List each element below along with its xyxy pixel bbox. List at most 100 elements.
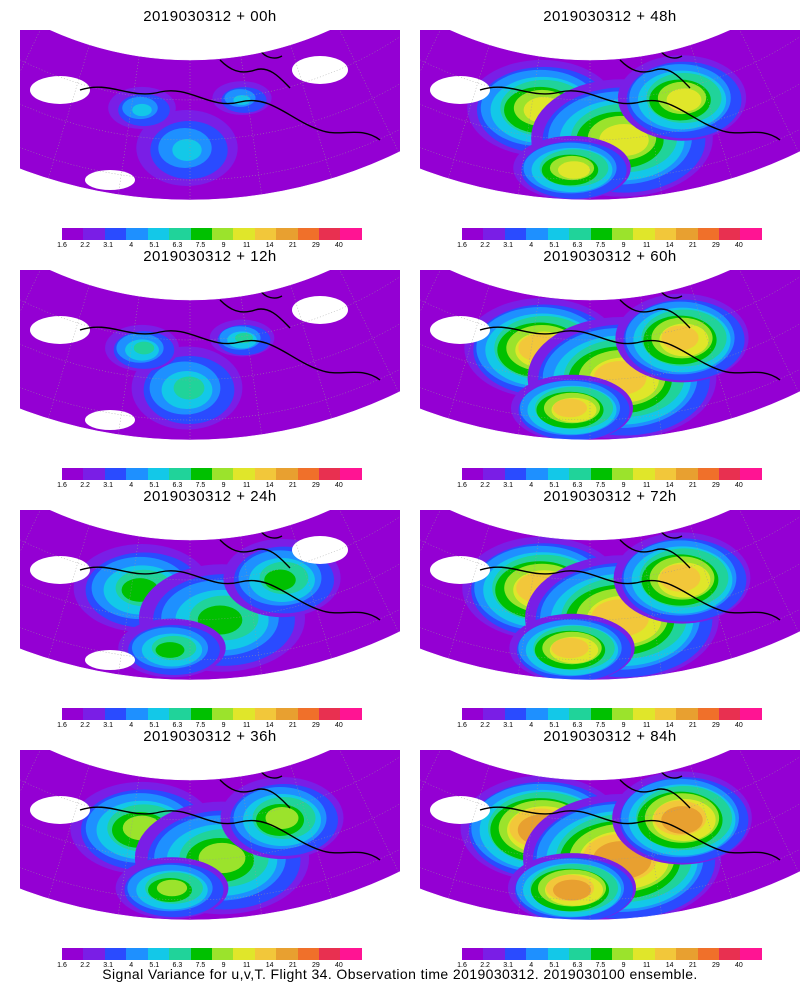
contour-fill xyxy=(265,807,299,829)
colorbar-swatch xyxy=(169,948,191,960)
meridian-line xyxy=(690,44,733,179)
map-panel: 2019030312 + 00h 1.6 2.2 3.1 4 5.1 6.3 7.5 9 11 14… xyxy=(20,8,400,258)
colorbar-tick-label: 29 xyxy=(711,482,720,489)
colorbar-tick-label: 9 xyxy=(621,962,626,969)
colorbar-tick-label: 7.5 xyxy=(595,962,606,969)
colorbar-tick-label: 2.2 xyxy=(80,242,90,249)
variance-map xyxy=(420,510,800,681)
map-outline xyxy=(20,750,400,921)
colorbar-swatch xyxy=(190,708,212,720)
colorbar-swatch xyxy=(654,468,677,480)
colorbar xyxy=(462,708,762,720)
colorbar-tick-label: 4 xyxy=(129,242,134,249)
parallel-line xyxy=(420,541,800,621)
colorbar-swatch xyxy=(569,948,591,960)
contour-fill xyxy=(659,564,701,592)
colorbar xyxy=(62,228,362,240)
map-outline xyxy=(20,510,400,681)
colorbar-swatch xyxy=(719,708,741,720)
colorbar-swatch xyxy=(62,708,84,720)
colorbar-tick-label: 3.1 xyxy=(503,962,514,969)
colorbar-ticks: 1.6 2.2 3.1 4 5.1 6.3 7.5 9 11 14 21 29 40 xyxy=(457,242,762,252)
colorbar-tick-label: 9 xyxy=(621,482,626,489)
colorbar-swatch xyxy=(233,228,255,240)
colorbar-swatch xyxy=(169,468,191,480)
colorbar-swatch xyxy=(483,228,505,240)
colorbar-tick-label: 6.3 xyxy=(172,962,183,969)
colorbar-tick-label: 11 xyxy=(242,722,251,729)
no-data-region xyxy=(85,170,135,190)
colorbar-tick-label: 1.6 xyxy=(57,482,67,489)
colorbar-swatch xyxy=(62,948,84,960)
colorbar-tick-label: 4 xyxy=(129,962,134,969)
colorbar-swatch xyxy=(104,228,127,240)
colorbar-swatch xyxy=(104,948,127,960)
parallel-line xyxy=(420,94,800,181)
parallel-line xyxy=(420,270,800,341)
parallel-line xyxy=(420,510,800,581)
parallel-line xyxy=(20,750,400,821)
colorbar xyxy=(462,228,762,240)
colorbar-tick-label: 21 xyxy=(288,242,297,249)
colorbar-ticks: 1.6 2.2 3.1 4 5.1 6.3 7.5 9 11 14 21 29 40 xyxy=(457,722,762,732)
colorbar-tick-label: 11 xyxy=(642,962,651,969)
colorbar-tick-label: 40 xyxy=(735,722,743,729)
colorbar-swatch xyxy=(740,708,762,720)
colorbar-swatch xyxy=(590,468,612,480)
colorbar-tick-label: 4 xyxy=(529,242,534,249)
meridian-line xyxy=(737,750,800,873)
colorbar-tick-label: 2.2 xyxy=(80,722,90,729)
no-data-region xyxy=(430,76,490,104)
colorbar-tick-label: 14 xyxy=(265,242,274,249)
colorbar-swatch xyxy=(462,228,484,240)
colorbar-tick-label: 40 xyxy=(335,722,343,729)
colorbar xyxy=(62,468,362,480)
map-panel: 2019030312 + 24h 1.6 2.2 3.1 4 5.1 6.3 7.5 9 11 14… xyxy=(20,488,400,738)
colorbar-tick-label: 11 xyxy=(242,242,251,249)
colorbar-tick-label: 9 xyxy=(221,482,226,489)
colorbar-tick-label: 11 xyxy=(242,962,251,969)
colorbar-swatch xyxy=(254,948,277,960)
colorbar-tick-label: 14 xyxy=(265,482,274,489)
colorbar-swatch xyxy=(254,228,277,240)
colorbar-tick-label: 2.2 xyxy=(480,722,490,729)
colorbar-swatch xyxy=(126,948,148,960)
contour-fill xyxy=(557,161,591,179)
colorbar-swatch xyxy=(83,468,105,480)
no-data-region xyxy=(292,56,348,84)
colorbar-tick-label: 11 xyxy=(642,722,651,729)
colorbar-ticks: 1.6 2.2 3.1 4 5.1 6.3 7.5 9 11 14 21 29 40 xyxy=(457,482,762,492)
colorbar-tick-label: 2.2 xyxy=(480,962,490,969)
meridian-line xyxy=(47,764,90,899)
colorbar-tick-label: 4 xyxy=(129,482,134,489)
colorbar-tick-label: 6.3 xyxy=(172,482,183,489)
panel-title: 2019030312 + 72h xyxy=(543,488,677,505)
colorbar-swatch xyxy=(462,468,484,480)
colorbar-swatch xyxy=(483,708,505,720)
meridian-line xyxy=(337,510,400,633)
map-outline xyxy=(20,270,400,441)
meridian-line xyxy=(447,524,490,659)
colorbar-swatch xyxy=(719,468,741,480)
colorbar-tick-label: 14 xyxy=(665,722,674,729)
colorbar xyxy=(62,708,362,720)
parallel-line xyxy=(420,750,800,821)
colorbar-swatch xyxy=(297,708,320,720)
colorbar-tick-label: 40 xyxy=(735,242,743,249)
colorbar-swatch xyxy=(126,708,148,720)
colorbar-swatch xyxy=(611,468,634,480)
colorbar-swatch xyxy=(590,228,612,240)
colorbar-swatch xyxy=(211,468,234,480)
parallel-line xyxy=(20,301,400,381)
no-data-region xyxy=(30,796,90,824)
colorbar-tick-label: 29 xyxy=(311,722,320,729)
contour-fill xyxy=(155,642,185,658)
colorbar-tick-label: 3.1 xyxy=(103,962,114,969)
colorbar-tick-label: 11 xyxy=(242,482,251,489)
colorbar-swatch xyxy=(740,948,762,960)
colorbar-tick-label: 4 xyxy=(129,722,134,729)
parallel-line xyxy=(20,270,400,341)
colorbar-swatch xyxy=(719,948,741,960)
colorbar-tick-label: 3.1 xyxy=(503,482,514,489)
colorbar-tick-label: 29 xyxy=(311,962,320,969)
